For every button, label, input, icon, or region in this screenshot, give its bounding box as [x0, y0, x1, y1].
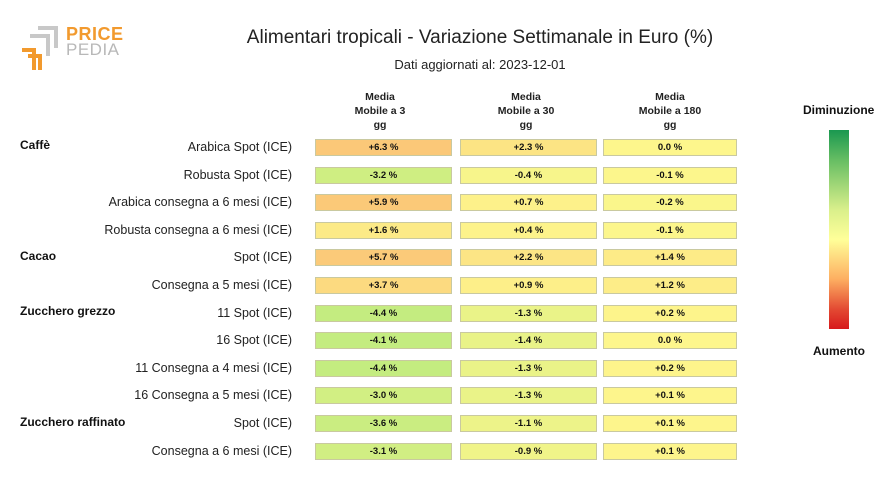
row-label: Arabica consegna a 6 mesi (ICE)	[108, 195, 292, 210]
row-label: Consegna a 5 mesi (ICE)	[151, 278, 292, 292]
row-label: 11 Spot (ICE)	[217, 305, 292, 320]
heatmap-cell: +0.4 %	[460, 221, 597, 239]
heatmap-cell: -0.9 %	[460, 442, 597, 460]
column-header-3gg: Media Mobile a 3 gg	[310, 90, 450, 132]
column-header-line: Mobile a 3	[354, 105, 406, 117]
column-header-line: gg	[373, 119, 387, 131]
row-label: Robusta consegna a 6 mesi (ICE)	[104, 222, 292, 237]
column-header-30gg: Media Mobile a 30 gg	[456, 90, 596, 132]
pricepedia-logo: PRICE PEDIA	[20, 24, 130, 74]
heatmap-cell: -1.1 %	[460, 415, 597, 432]
heatmap-cell: -4.4 %	[315, 359, 452, 377]
heatmap-cell: +0.2 %	[603, 359, 737, 377]
color-scale-bar	[829, 130, 849, 329]
row-label: 11 Consegna a 4 mesi (ICE)	[135, 360, 292, 375]
group-label-zucchero-grezzo: Zucchero grezzo	[20, 304, 116, 318]
heatmap-cell: -3.1 %	[315, 442, 452, 460]
row-label: Consegna a 6 mesi (ICE)	[151, 443, 292, 458]
group-label-zucchero-raffinato: Zucchero raffinato	[20, 415, 126, 429]
row-label: Spot (ICE)	[233, 416, 292, 430]
chart-subtitle: Dati aggiornati al: 2023-12-01	[394, 57, 566, 72]
heatmap-cell: +0.1 %	[603, 442, 737, 460]
logo-text-pedia: PEDIA	[66, 40, 120, 59]
group-label-cacao: Cacao	[20, 249, 57, 263]
heatmap-cell: +5.9 %	[315, 194, 452, 212]
heatmap-cell: +1.6 %	[315, 221, 452, 239]
heatmap-cell: -3.0 %	[315, 387, 452, 405]
heatmap-cell: -4.1 %	[315, 332, 452, 350]
column-header-line: Mobile a 180	[638, 105, 702, 117]
heatmap-cell: -0.1 %	[603, 221, 737, 239]
heatmap-cell: +0.1 %	[603, 415, 737, 432]
heatmap-cell: -0.2 %	[603, 194, 737, 212]
heatmap-cell: +0.1 %	[603, 387, 737, 405]
heatmap-cell: +2.3 %	[460, 139, 597, 156]
column-header-line: Media	[365, 91, 395, 103]
heatmap-cell: +6.3 %	[315, 139, 452, 156]
row-label: Arabica Spot (ICE)	[187, 140, 292, 154]
heatmap-cell: -1.3 %	[460, 304, 597, 322]
heatmap-cell: -3.2 %	[315, 166, 452, 184]
heatmap-cell: -0.1 %	[603, 166, 737, 184]
row-label: 16 Spot (ICE)	[216, 333, 292, 348]
row-label: Spot (ICE)	[233, 250, 292, 265]
logo-text-price: PRICE	[66, 24, 124, 44]
column-header-line: gg	[519, 119, 533, 131]
heatmap-cell: 0.0 %	[603, 332, 737, 350]
column-header-line: gg	[663, 119, 677, 131]
logo-mark-icon	[22, 26, 58, 70]
heatmap-cell: -1.4 %	[460, 332, 597, 350]
column-header-line: Mobile a 30	[497, 105, 555, 117]
chart-title: Alimentari tropicali - Variazione Settim…	[246, 27, 714, 48]
legend-label-bottom: Aumento	[813, 344, 865, 358]
heatmap-cell: 0.0 %	[603, 139, 737, 156]
heatmap-cell: +5.7 %	[315, 249, 452, 267]
heatmap-cell: -1.3 %	[460, 359, 597, 377]
heatmap-cell: -1.3 %	[460, 387, 597, 405]
group-label-caffe: Caffè	[20, 138, 51, 152]
legend-label-top: Diminuzione	[803, 103, 875, 117]
heatmap-cell: +1.4 %	[603, 249, 737, 267]
heatmap-cell: -0.4 %	[460, 166, 597, 184]
heatmap-cell: +2.2 %	[460, 249, 597, 267]
column-header-180gg: Media Mobile a 180 gg	[600, 90, 740, 132]
heatmap-cell: +0.2 %	[603, 304, 737, 322]
heatmap-cell: -4.4 %	[315, 304, 452, 322]
heatmap-cell: +1.2 %	[603, 277, 737, 294]
heatmap-cell: +0.9 %	[460, 277, 597, 294]
heatmap-cell: -3.6 %	[315, 415, 452, 432]
row-label: 16 Consegna a 5 mesi (ICE)	[134, 388, 292, 403]
heatmap-cell: +3.7 %	[315, 277, 452, 294]
row-label: Robusta Spot (ICE)	[183, 167, 292, 182]
column-header-line: Media	[655, 91, 685, 103]
column-header-line: Media	[511, 91, 541, 103]
heatmap-cell: +0.7 %	[460, 194, 597, 212]
